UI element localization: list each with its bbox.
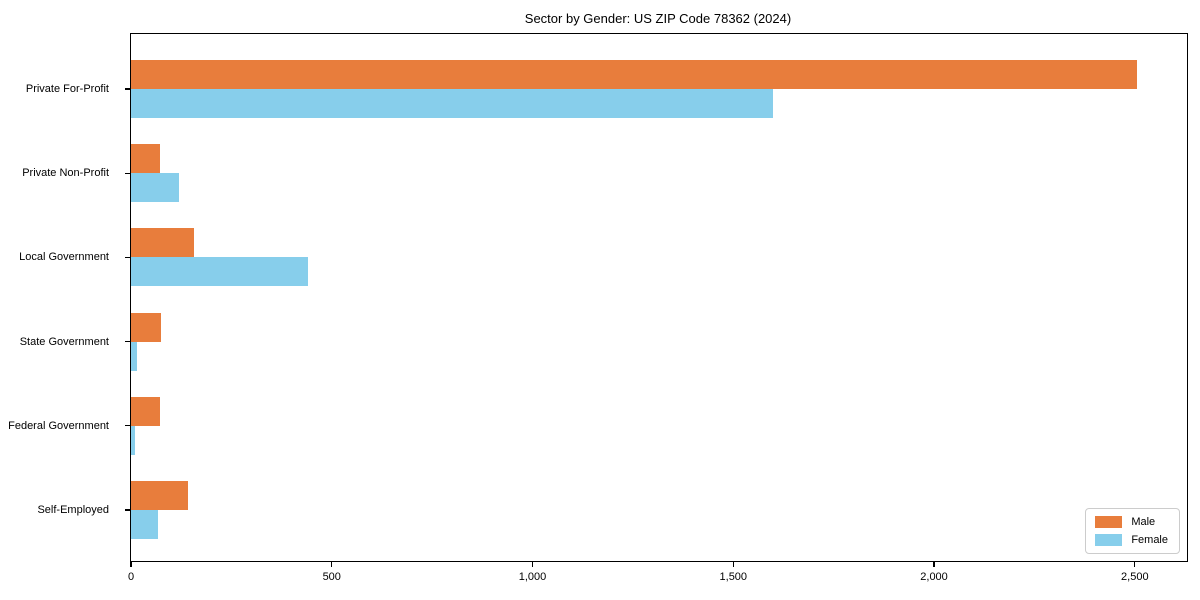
bar-female-3	[131, 341, 138, 371]
bar-male-5	[131, 481, 188, 510]
y-axis-label: Private Non-Profit	[22, 167, 109, 180]
y-axis-label: Local Government	[19, 251, 109, 264]
bar-male-0	[131, 60, 1137, 89]
bar-female-0	[131, 89, 774, 118]
legend-entry-female: Female	[1095, 534, 1168, 546]
y-axis-label: State Government	[19, 335, 109, 348]
y-axis-label: Federal Government	[8, 419, 109, 432]
x-tick-mark	[331, 562, 333, 567]
x-tick-mark	[1134, 562, 1136, 567]
y-axis-label: Private For-Profit	[25, 83, 109, 95]
legend-label-male: Male	[1131, 516, 1156, 528]
x-tick-mark	[130, 562, 132, 567]
x-tick-mark	[531, 562, 534, 567]
x-axis-tick-label: 2,000	[920, 571, 948, 583]
bar-male-1	[131, 144, 161, 174]
female-color-swatch	[1095, 534, 1123, 546]
x-axis-tick-label: 0	[127, 571, 135, 583]
male-color-swatch	[1095, 516, 1123, 528]
bar-female-5	[131, 510, 158, 539]
x-axis-tick-label: 2,500	[1121, 571, 1149, 583]
y-tick-mark	[125, 509, 130, 511]
bar-male-2	[131, 228, 194, 258]
x-tick-mark	[732, 562, 734, 567]
bar-male-3	[131, 312, 162, 342]
legend-label-female: Female	[1131, 534, 1168, 546]
legend-entry-male: Male	[1095, 516, 1168, 528]
y-tick-mark	[125, 88, 130, 90]
y-axis-label: Self-Employed	[37, 504, 109, 516]
y-tick-mark	[125, 425, 130, 427]
legend: Male Female	[1085, 508, 1180, 554]
bar-female-1	[131, 173, 179, 203]
bar-male-4	[131, 396, 160, 426]
y-tick-mark	[125, 256, 130, 258]
bar-female-2	[131, 257, 309, 287]
x-axis-tick-label: 1,500	[719, 571, 748, 583]
bar-female-4	[131, 425, 135, 455]
y-tick-mark	[125, 341, 130, 343]
x-axis-tick-label: 1,000	[518, 571, 547, 583]
plot-area: Male Female Private For-Profit Private No…	[8, 33, 1188, 583]
x-axis-tick-label: 500	[322, 571, 341, 583]
y-tick-mark	[125, 172, 130, 174]
x-tick-mark	[933, 562, 935, 567]
chart-title: Sector by Gender: US ZIP Code 78362 (202…	[524, 11, 792, 26]
